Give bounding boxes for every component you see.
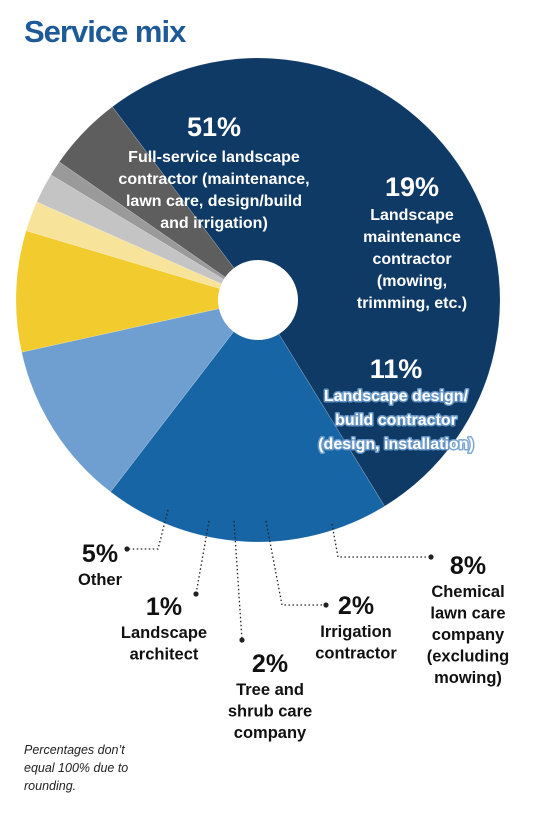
slice-percent: 5% <box>82 540 118 568</box>
slice-label-line: company <box>432 626 505 644</box>
leader-line <box>265 520 326 606</box>
pie-slice <box>36 174 259 301</box>
slice-label-line: and irrigation) <box>160 215 268 232</box>
pie-slice <box>50 161 259 301</box>
slice-label-line: company <box>234 724 307 742</box>
slice-label-line: mowing) <box>434 669 502 687</box>
donut-hole <box>218 260 298 340</box>
slice-percent: 19% <box>385 172 439 202</box>
slice-label: 2% Irrigation contractor <box>315 592 397 663</box>
pie-slice <box>58 106 259 301</box>
slice-label-line: lawn care, design/build <box>126 193 302 210</box>
pie-slice <box>15 230 260 353</box>
slice-label-line: Landscape <box>370 207 454 224</box>
slice-label-line: contractor <box>315 645 397 663</box>
slice-label-line: maintenance <box>363 229 461 246</box>
slice-label: 11% Landscape design/build contractor (des… <box>317 354 476 455</box>
slice-percent: 51% <box>187 112 241 142</box>
leader-dot <box>193 591 199 597</box>
slice-percent: 11% <box>370 354 423 384</box>
slice-percent: 2% <box>338 592 374 620</box>
pie-slice <box>111 57 501 507</box>
slice-label-line: contractor <box>372 251 451 268</box>
slice-label-line: Other <box>78 571 123 589</box>
slice-label-line: Landscape design/ <box>324 388 469 405</box>
leader-dot <box>124 546 130 552</box>
slice-label-line: lawn care <box>430 605 505 623</box>
slice-label-line: architect <box>130 646 199 664</box>
slice-label-line: contractor (maintenance, <box>118 171 309 188</box>
leader-dot <box>239 637 245 643</box>
leader-line <box>127 509 169 550</box>
pie-slice <box>110 299 386 543</box>
slice-label-line: (design, installation) <box>318 436 474 453</box>
pie-slice <box>25 201 259 301</box>
chart-title: Service mix <box>24 14 186 49</box>
slice-label-line: Landscape <box>121 624 207 642</box>
slice-label-line: Tree and <box>236 681 304 699</box>
slice-label: 2% Tree and shrub care company <box>228 650 312 742</box>
slice-label-line: Full-service landscape <box>128 149 300 166</box>
leader-line <box>331 523 431 558</box>
rounding-note: Percentages don’t equal 100% due to roun… <box>24 743 129 793</box>
slice-label-line: Irrigation <box>320 623 392 641</box>
slice-label: 5% Other <box>78 540 123 589</box>
slice-percent: 1% <box>146 593 182 621</box>
slice-label-line: shrub care <box>228 703 312 721</box>
pie-slice <box>21 299 259 493</box>
leader-dot <box>428 554 434 560</box>
slice-label: 19% Landscape maintenance contractor (mowing… <box>357 172 467 312</box>
slice-label: 8% Chemical lawn care company (excluding mowi… <box>427 552 510 687</box>
slice-label-line: (excluding <box>427 648 510 666</box>
slice-percent: 8% <box>450 552 486 580</box>
slice-label-line: (mowing, <box>377 273 447 290</box>
slice-percent: 2% <box>252 650 288 678</box>
slice-label: 1% Landscape architect <box>121 593 207 664</box>
leader-line <box>195 520 210 595</box>
leader-dot <box>323 602 329 608</box>
slice-label: 51% Full-service landscape contractor (mai… <box>118 112 309 232</box>
slice-label-line: Chemical <box>431 583 504 601</box>
slice-label-line: trimming, etc.) <box>357 295 467 312</box>
slice-label-line: build contractor <box>335 412 457 429</box>
